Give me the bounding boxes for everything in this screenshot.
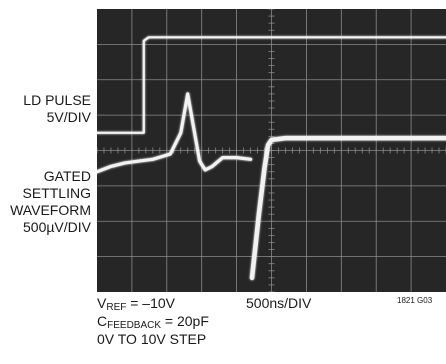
- ld-pulse-trace: [97, 36, 446, 134]
- cfb-symbol: C: [97, 313, 108, 329]
- step-note: 0V TO 10V STEP: [97, 331, 207, 347]
- settling-label-line3: WAVEFORM: [10, 202, 91, 218]
- settling-label-line1: GATED: [43, 168, 91, 184]
- ld-pulse-label: LD PULSE: [23, 92, 91, 108]
- feedback-cap-note: CFEEDBACK = 20pF: [97, 313, 209, 334]
- settling-scale: 500µV/DIV: [23, 219, 91, 235]
- settling-label-line2: SETTLING: [22, 185, 91, 201]
- gated-settling-trace-initial: [97, 92, 253, 174]
- ld-pulse-scale: 5V/DIV: [46, 109, 91, 125]
- figure-id: 1821 G03: [397, 296, 433, 305]
- timebase-note: 500ns/DIV: [246, 295, 312, 311]
- vref-value: = –10V: [126, 295, 175, 311]
- oscilloscope-plot: [97, 9, 446, 292]
- cfb-subscript: FEEDBACK: [107, 320, 162, 331]
- label-settling: GATED SETTLING WAVEFORM 500µV/DIV: [0, 168, 91, 236]
- vref-note: VREF = –10V: [97, 295, 175, 316]
- gated-settling-trace-settled: [249, 135, 446, 281]
- vref-symbol: V: [97, 295, 107, 311]
- label-ld-pulse: LD PULSE 5V/DIV: [0, 92, 91, 126]
- oscilloscope-screen: [97, 9, 446, 292]
- cfb-value: = 20pF: [161, 313, 209, 329]
- vref-subscript: REF: [106, 302, 127, 313]
